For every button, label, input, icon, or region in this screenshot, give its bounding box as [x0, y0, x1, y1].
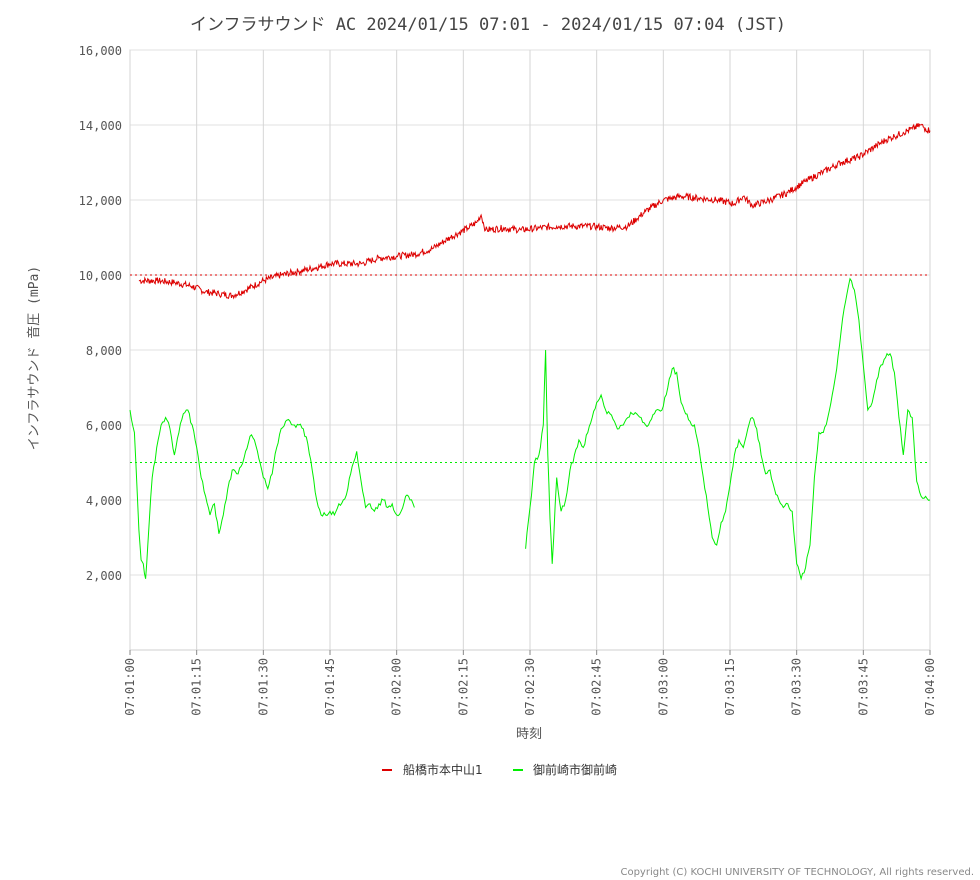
y-tick-label: 14,000 [79, 119, 122, 133]
x-tick-label: 07:02:00 [390, 658, 404, 716]
x-tick-label: 07:03:30 [790, 658, 804, 716]
x-tick-label: 07:04:00 [923, 658, 937, 716]
x-tick-label: 07:01:15 [190, 658, 204, 716]
legend-label-funabashi: 船橋市本中山1 [403, 762, 483, 777]
legend-swatch-omaezaki [513, 769, 523, 771]
series-line-omaezaki-part2 [525, 277, 931, 581]
legend: 船橋市本中山1 御前崎市御前崎 [382, 762, 617, 777]
y-tick-labels: 2,000 4,000 6,000 8,000 10,000 12,000 14,000 16… [79, 44, 122, 583]
x-tick-label: 07:01:00 [123, 658, 137, 716]
x-tick-label: 07:02:30 [523, 658, 537, 716]
reference-lines [130, 274, 930, 463]
y-tick-label: 4,000 [86, 494, 122, 508]
y-tick-label: 8,000 [86, 344, 122, 358]
x-tick-labels: 07:01:00 07:01:15 07:01:30 07:01:45 07:02:00… [123, 650, 937, 716]
series-line-omaezaki-part1 [129, 409, 415, 579]
copyright-notice: Copyright (C) KOCHI UNIVERSITY OF TECHNO… [620, 867, 974, 878]
series-lines [129, 123, 931, 581]
gridlines [129, 49, 931, 650]
y-tick-label: 10,000 [79, 269, 122, 283]
chart-title: インフラサウンド AC 2024/01/15 07:01 - 2024/01/1… [190, 15, 786, 35]
y-tick-label: 6,000 [86, 419, 122, 433]
legend-swatch-funabashi [382, 769, 392, 771]
y-tick-label: 2,000 [86, 569, 122, 583]
x-tick-label: 07:02:45 [590, 658, 604, 716]
x-axis-label: 時刻 [516, 727, 542, 742]
series-line-funabashi [138, 123, 931, 300]
x-tick-label: 07:01:45 [323, 658, 337, 716]
x-tick-label: 07:03:45 [856, 658, 870, 716]
x-tick-label: 07:03:15 [723, 658, 737, 716]
x-tick-label: 07:03:00 [656, 658, 670, 716]
legend-label-omaezaki: 御前崎市御前崎 [533, 762, 617, 777]
y-tick-label: 16,000 [79, 44, 122, 58]
x-tick-label: 07:02:15 [456, 658, 470, 716]
x-tick-label: 07:01:30 [256, 658, 270, 716]
y-axis-label: インフラサウンド 音圧 (mPa) [26, 266, 42, 450]
y-tick-label: 12,000 [79, 194, 122, 208]
